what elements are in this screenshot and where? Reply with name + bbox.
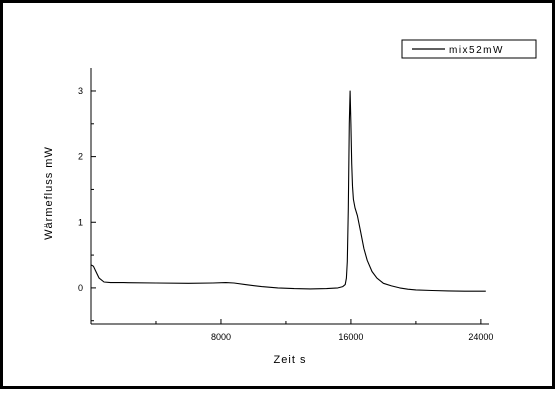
- plot-area: [90, 90, 486, 292]
- y-tick-label: 1: [78, 217, 83, 227]
- x-tick-label: 24000: [468, 332, 493, 342]
- y-axis-label: Wärmefluss mW: [43, 146, 55, 240]
- y-tick-label: 0: [78, 283, 83, 293]
- series-line-mix52mW: [90, 90, 486, 292]
- x-axis-label: Zeit s: [274, 354, 307, 366]
- y-tick-label: 2: [78, 152, 83, 162]
- legend: mix52mW: [401, 39, 537, 59]
- legend-entry-label: mix52mW: [449, 45, 504, 56]
- y-tick-label: 3: [78, 86, 83, 96]
- legend-box: [401, 39, 537, 59]
- x-tick-label: 8000: [211, 332, 231, 342]
- axes: 0 1 2 3 8000 16000 24000: [78, 68, 493, 342]
- x-tick-label: 16000: [338, 332, 363, 342]
